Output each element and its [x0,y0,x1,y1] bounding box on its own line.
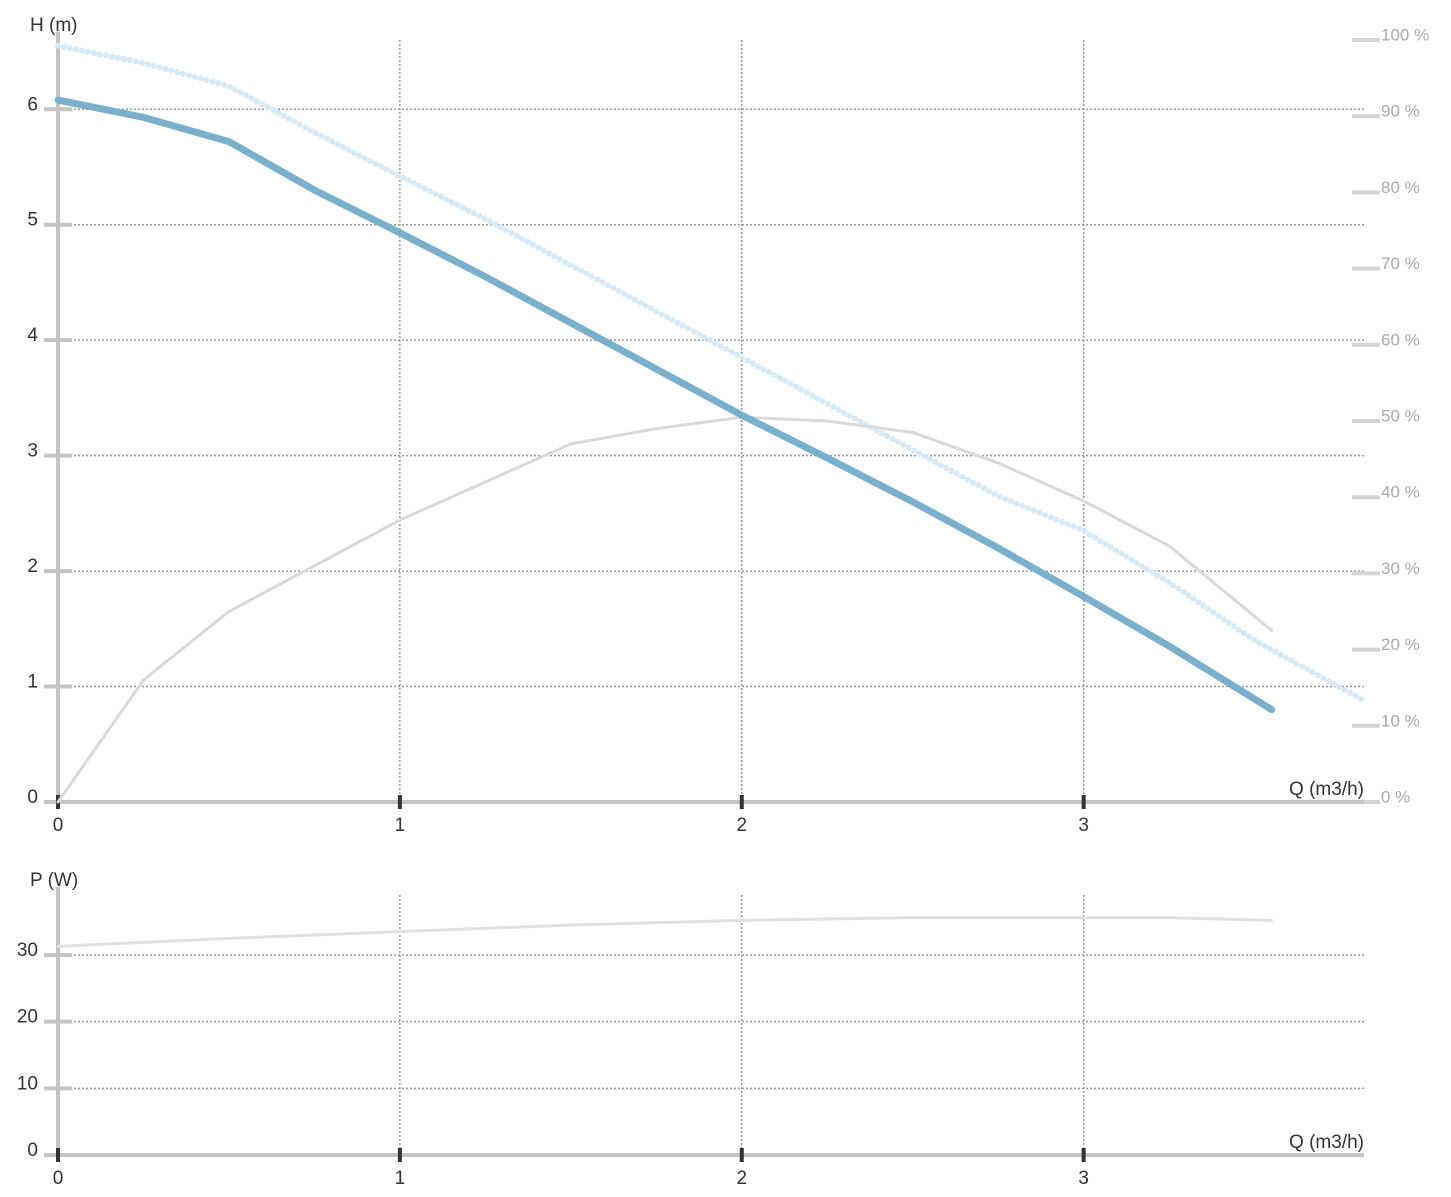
x-axis-title: Q (m3/h) [1289,779,1364,800]
y-tick-label: 0 [27,1140,38,1161]
y-tick-label: 6 [27,94,38,115]
x-tick-label: 2 [736,1168,747,1189]
series-line [55,42,1367,704]
y-axis-title: H (m) [30,15,77,36]
y-tick-label: 4 [27,325,38,346]
y-axis-title: P (W) [30,870,78,891]
y-tick-label: 20 [17,1007,38,1028]
y2-tick-label: 50 % [1381,406,1420,425]
y2-tick-label: 0 % [1381,787,1410,806]
y-tick-label: 30 [17,940,38,961]
y2-tick-label: 80 % [1381,178,1420,197]
x-tick-label: 0 [53,815,64,836]
y-tick-label: 0 [27,787,38,808]
y-tick-label: 10 [17,1073,38,1094]
x-tick-label: 3 [1078,815,1089,836]
x-tick-label: 3 [1078,1168,1089,1189]
y-tick-label: 2 [27,556,38,577]
x-tick-label: 2 [736,815,747,836]
x-tick-label: 0 [53,1168,64,1189]
y-tick-label: 3 [27,441,38,462]
x-tick-label: 1 [395,1168,406,1189]
series-line [56,916,1274,948]
y2-tick-label: 60 % [1381,330,1420,349]
y2-tick-label: 20 % [1381,635,1420,654]
x-axis-title: Q (m3/h) [1289,1132,1364,1153]
y2-tick-label: 90 % [1381,102,1420,121]
x-tick-label: 1 [395,815,406,836]
series-line [56,415,1274,804]
y2-tick-label: 100 % [1381,25,1429,44]
y2-tick-label: 70 % [1381,254,1420,273]
series-line [54,96,1276,714]
y2-tick-label: 10 % [1381,711,1420,730]
y2-tick-label: 30 % [1381,559,1420,578]
y-tick-label: 1 [27,672,38,693]
y2-tick-label: 40 % [1381,483,1420,502]
y-tick-label: 5 [27,210,38,231]
